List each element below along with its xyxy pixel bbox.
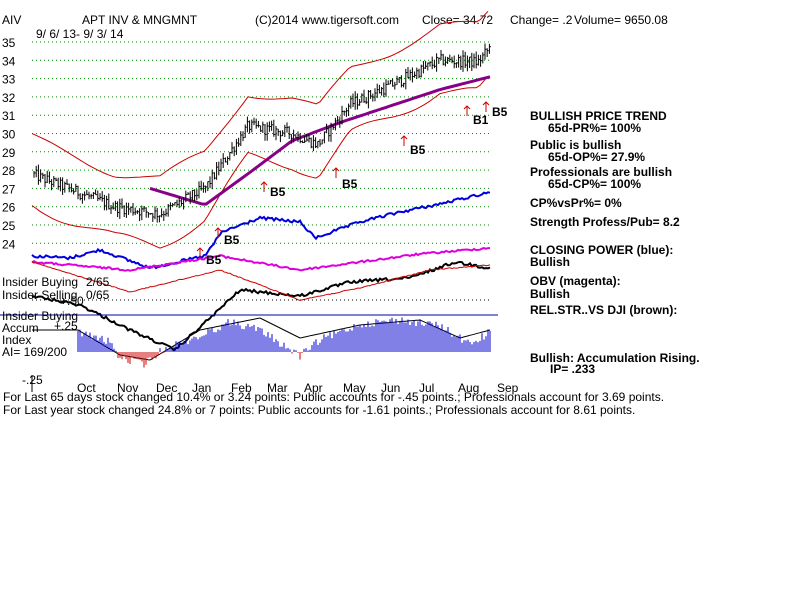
ai-label: AI= 169/200 [2,345,67,359]
footer-line-1: For Last 65 days stock changed 10.4% or … [3,390,664,404]
insider-buying-value: 2/65 [86,275,110,289]
signal-label: B5 [410,143,426,157]
change-value: Change= .2 [510,13,573,27]
y-tick-label: 34 [2,54,16,68]
copyright: (C)2014 www.tigersoft.com [255,13,399,27]
op-value: 65d-OP%= 27.9% [548,150,645,164]
y-tick-label: 26 [2,201,16,215]
relstr-line [31,260,491,352]
signal-arrow [463,105,471,116]
cp-value: 65d-CP%= 100% [548,177,641,191]
accumulation-histogram [77,317,491,368]
x-month-label: Apr [304,381,323,395]
signal-label: B5 [492,105,508,119]
plus50-label: +.50 [60,294,84,308]
signal-arrow [482,101,490,112]
x-axis-months: Oct Nov Dec Jan Feb Mar Apr May Jun Jul Aug Sep [77,381,519,395]
obv-line [31,247,490,272]
price-bands [31,10,491,249]
insider-buying-label: Insider Buying [2,275,78,289]
obv-label: OBV (magenta): [530,274,621,288]
y-tick-label: 30 [2,128,16,142]
ip-value: IP= .233 [550,362,595,376]
signal-label: B5 [342,177,358,191]
signal-arrow [332,167,340,178]
y-axis-ticks: 35 34 33 32 31 30 29 28 27 26 25 24 [2,36,16,251]
closing-power-value: Bullish [530,255,570,269]
signal-arrow [260,181,268,192]
x-month-label: Feb [231,381,252,395]
ticker: AIV [2,13,21,27]
y-tick-label: 29 [2,146,16,160]
public-status: Public is bullish [530,138,621,152]
trend-title: BULLISH PRICE TREND [530,109,667,123]
y-tick-label: 33 [2,73,16,87]
plus25-label: +.25 [54,319,78,333]
signal-label: B1 [473,113,489,127]
insider-buying-label-2: Insider Buying [2,309,78,323]
signal-arrow [214,227,222,238]
moving-average-65 [149,75,491,206]
minus25-label: -.25 [22,373,43,387]
x-month-label: Mar [267,381,288,395]
signal-arrow [400,135,408,146]
y-tick-label: 32 [2,91,16,105]
x-month-label: Aug [458,381,479,395]
accum-label: Accum [2,321,39,335]
pros-status: Professionals are bullish [530,165,672,179]
pr-value: 65d-PR%= 100% [548,121,641,135]
x-month-label: Jan [192,381,211,395]
close-value: Close= 34.72 [422,13,493,27]
strength-value: Strength Profess/Pub= 8.2 [530,215,680,229]
insider-selling-label: Insider Selling [2,288,77,302]
closing-power-label: CLOSING POWER (blue): [530,243,673,257]
y-tick-label: 31 [2,109,16,123]
relstr-ma-line [31,261,491,302]
price-bars [33,43,491,223]
x-month-label: Nov [117,381,138,395]
lower-band [31,76,489,249]
x-month-label: Jul [419,381,434,395]
upper-band [31,10,489,179]
signal-arrow [196,247,204,258]
signal-label: B5 [224,233,240,247]
footer-line-2: For Last year stock changed 24.8% or 7 p… [3,403,635,417]
cpvspr-value: CP%vsPr%= 0% [530,196,622,210]
insider-selling-value: 0/65 [86,288,110,302]
x-month-label: Oct [77,381,96,395]
accum-ma-line [32,317,491,361]
volume-value: Volume= 9650.08 [574,13,668,27]
y-tick-label: 28 [2,164,16,178]
signal-label: B5 [270,185,286,199]
company-name: APT INV & MNGMNT [82,13,198,27]
x-month-label: Sep [497,381,519,395]
x-month-label: Dec [156,381,177,395]
y-tick-label: 24 [2,237,16,251]
y-tick-label: 25 [2,219,16,233]
date-range: 9/ 6/ 13- 9/ 3/ 14 [36,27,124,41]
y-tick-label: 35 [2,36,16,50]
accum-text: Bullish: Accumulation Rising. [530,351,700,365]
relstr-label: REL.STR..VS DJI (brown): [530,303,677,317]
obv-value: Bullish [530,287,570,301]
closing-power-line [31,191,491,270]
index-label: Index [2,333,31,347]
x-month-label: May [343,381,366,395]
y-tick-label: 27 [2,182,16,196]
signal-label: B5 [206,253,222,267]
x-month-label: Jun [381,381,400,395]
